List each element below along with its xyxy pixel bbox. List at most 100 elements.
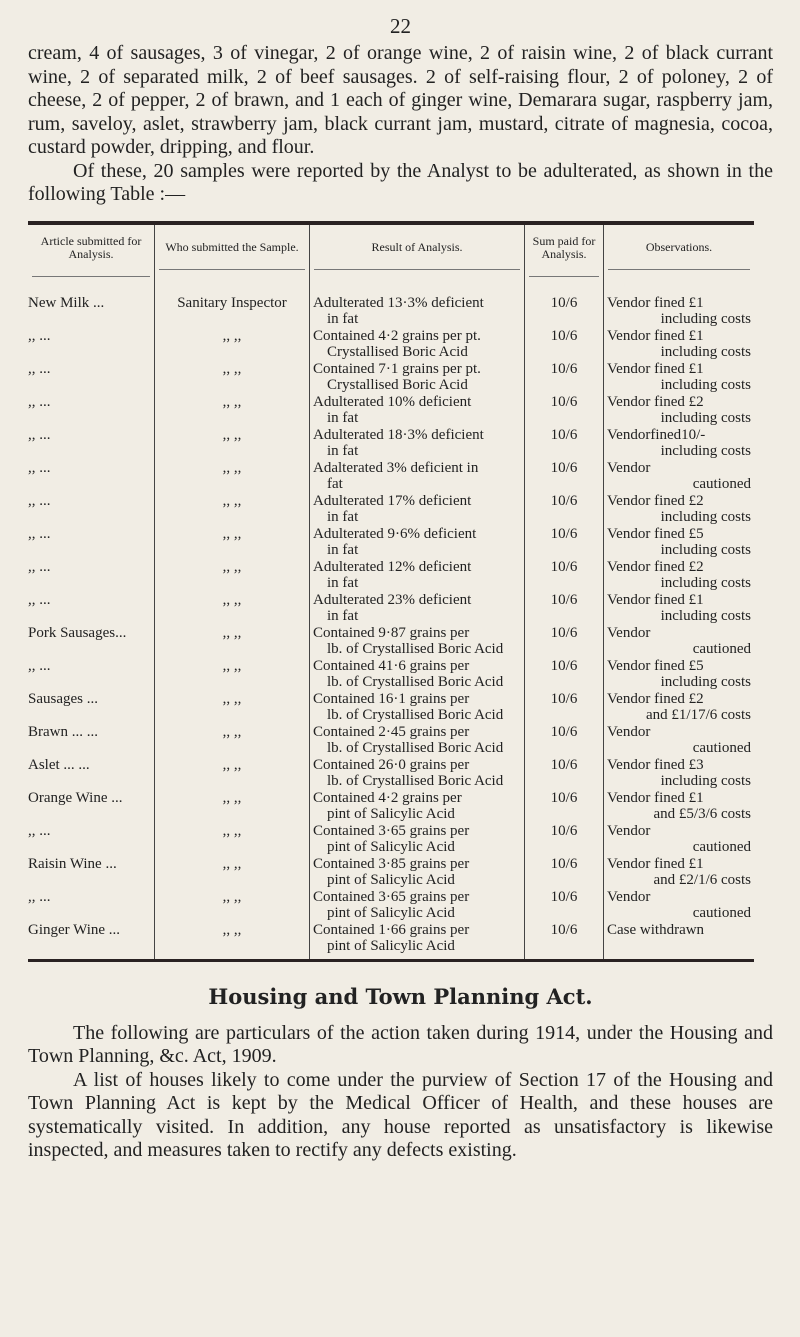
table-row: ,, ... ,, ,, Contained 4·2 grains per pt. C… [28, 327, 754, 361]
observation-line: Vendor fined £2 [607, 690, 704, 707]
cell-sum: 10/6 [524, 426, 604, 460]
observation-line: cautioned [692, 905, 751, 921]
cell-who: ,, ,, [154, 690, 310, 724]
observation-line: Vendor [607, 459, 651, 476]
cell-article: ,, ... [28, 558, 51, 575]
result-line: lb. of Crystallised Boric Acid [327, 740, 504, 756]
cell-result: Contained 3·65 grains per pint of Salicyl… [309, 888, 525, 922]
table-row: ,, ... ,, ,, Adalterated 3% deficient in fa… [28, 459, 754, 493]
cell-observations: Vendor fined £1 and £5/3/6 costs [603, 789, 754, 823]
cell-who: ,, ,, [154, 525, 310, 559]
observation-line: including costs [660, 410, 751, 426]
intro-paragraph: cream, 4 of sausages, 3 of vinegar, 2 of… [28, 42, 773, 158]
page-number: 22 [390, 14, 411, 38]
cell-article: Brawn ... ... [28, 723, 98, 740]
result-line: Adalterated 3% deficient in [313, 459, 479, 476]
cell-who: ,, ,, [154, 657, 310, 691]
cell-observations: Vendorfined10/- including costs [603, 426, 754, 460]
cell-observations: Vendor fined £1 including costs [603, 591, 754, 625]
cell-result: Adulterated 23% deficient in fat [309, 591, 525, 625]
header-sum: Sum paid for Analysis. [524, 222, 604, 287]
table-row: Sausages ... ,, ,, Contained 16·1 grains p… [28, 690, 754, 724]
cell-sum: 10/6 [524, 327, 604, 361]
cell-observations: Vendor cautioned [603, 723, 754, 757]
table-row: Ginger Wine ... ,, ,, Contained 1·66 grain… [28, 921, 754, 960]
cell-result: Contained 41·6 grains per lb. of Crystall… [309, 657, 525, 691]
cell-sum: 10/6 [524, 492, 604, 526]
cell-observations: Vendor fined £3 including costs [603, 756, 754, 790]
result-line: Contained 4·2 grains per pt. [313, 327, 481, 344]
observation-line: including costs [660, 344, 751, 360]
cell-result: Adulterated 9·6% deficient in fat [309, 525, 525, 559]
cell-sum: 10/6 [524, 459, 604, 493]
table-row: ,, ... ,, ,, Contained 7·1 grains per pt. C… [28, 360, 754, 394]
result-line: in fat [327, 311, 359, 327]
observation-line: including costs [660, 773, 751, 789]
result-line: Contained 3·65 grains per [313, 888, 470, 905]
cell-who: ,, ,, [154, 624, 310, 658]
cell-observations: Vendor cautioned [603, 624, 754, 658]
cell-result: Contained 1·66 grains per pint of Salicyl… [309, 921, 525, 960]
cell-result: Contained 2·45 grains per lb. of Crystall… [309, 723, 525, 757]
cell-sum: 10/6 [524, 756, 604, 790]
cell-who: ,, ,, [154, 558, 310, 592]
table-row: ,, ... ,, ,, Contained 3·65 grains per pint… [28, 822, 754, 856]
result-line: in fat [327, 608, 359, 624]
observation-line: including costs [660, 377, 751, 393]
cell-result: Contained 4·2 grains per pt. Crystallised… [309, 327, 525, 361]
cell-observations: Vendor fined £1 including costs [603, 327, 754, 361]
cell-who: Sanitary Inspector [154, 286, 310, 328]
result-line: Adulterated 10% deficient [313, 393, 472, 410]
cell-observations: Vendor fined £2 including costs [603, 558, 754, 592]
observation-line: Vendor fined £2 [607, 393, 704, 410]
cell-who: ,, ,, [154, 888, 310, 922]
cell-sum: 10/6 [524, 558, 604, 592]
cell-result: Adulterated 18·3% deficient in fat [309, 426, 525, 460]
cell-article: Ginger Wine ... [28, 921, 121, 938]
cell-who: ,, ,, [154, 426, 310, 460]
table-row: Orange Wine ... ,, ,, Contained 4·2 grains… [28, 789, 754, 823]
observation-line: including costs [660, 443, 751, 459]
observation-line: Vendor fined £1 [607, 294, 704, 311]
cell-article: Orange Wine ... [28, 789, 123, 806]
result-line: Contained 7·1 grains per pt. [313, 360, 481, 377]
cell-observations: Vendor fined £1 including costs [603, 286, 754, 328]
cell-article: ,, ... [28, 822, 51, 839]
cell-observations: Vendor fined £1 and £2/1/6 costs [603, 855, 754, 889]
observation-line: including costs [660, 575, 751, 591]
closing-paragraph: The following are particulars of the act… [28, 1021, 773, 1068]
table-row: Pork Sausages... ,, ,, Contained 9·87 grai… [28, 624, 754, 658]
observation-line: including costs [660, 674, 751, 690]
cell-who: ,, ,, [154, 921, 310, 960]
cell-observations: Case withdrawn [603, 921, 754, 960]
result-line: Contained 16·1 grains per [313, 690, 470, 707]
cell-who: ,, ,, [154, 459, 310, 493]
intro-paragraph: Of these, 20 samples were reported by th… [28, 159, 773, 206]
cell-observations: Vendor fined £2 including costs [603, 393, 754, 427]
cell-article: ,, ... [28, 393, 51, 410]
cell-who: ,, ,, [154, 756, 310, 790]
cell-result: Contained 4·2 grains per pint of Salicyli… [309, 789, 525, 823]
cell-article: ,, ... [28, 327, 51, 344]
observation-line: cautioned [692, 740, 751, 756]
cell-observations: Vendor fined £5 including costs [603, 525, 754, 559]
table-row: ,, ... ,, ,, Adulterated 10% deficient in f… [28, 393, 754, 427]
cell-article: ,, ... [28, 525, 51, 542]
result-line: fat [327, 476, 343, 492]
observation-line: Vendor [607, 822, 651, 839]
cell-sum: 10/6 [524, 657, 604, 691]
header-article: Article submitted for Analysis. [28, 223, 155, 287]
header-observations: Observations. [603, 222, 754, 287]
cell-article: New Milk ... [28, 294, 105, 311]
cell-result: Contained 3·85 grains per pint of Salicyl… [309, 855, 525, 889]
cell-who: ,, ,, [154, 393, 310, 427]
cell-sum: 10/6 [524, 723, 604, 757]
table-row: ,, ... ,, ,, Adulterated 23% deficient in f… [28, 591, 754, 625]
cell-sum: 10/6 [524, 360, 604, 394]
result-line: in fat [327, 410, 359, 426]
result-line: Contained 41·6 grains per [313, 657, 470, 674]
closing-text: The following are particulars of the act… [28, 1022, 773, 1163]
result-line: Adulterated 12% deficient [313, 558, 472, 575]
header-result: Result of Analysis. [309, 222, 525, 287]
cell-observations: Vendor fined £1 including costs [603, 360, 754, 394]
